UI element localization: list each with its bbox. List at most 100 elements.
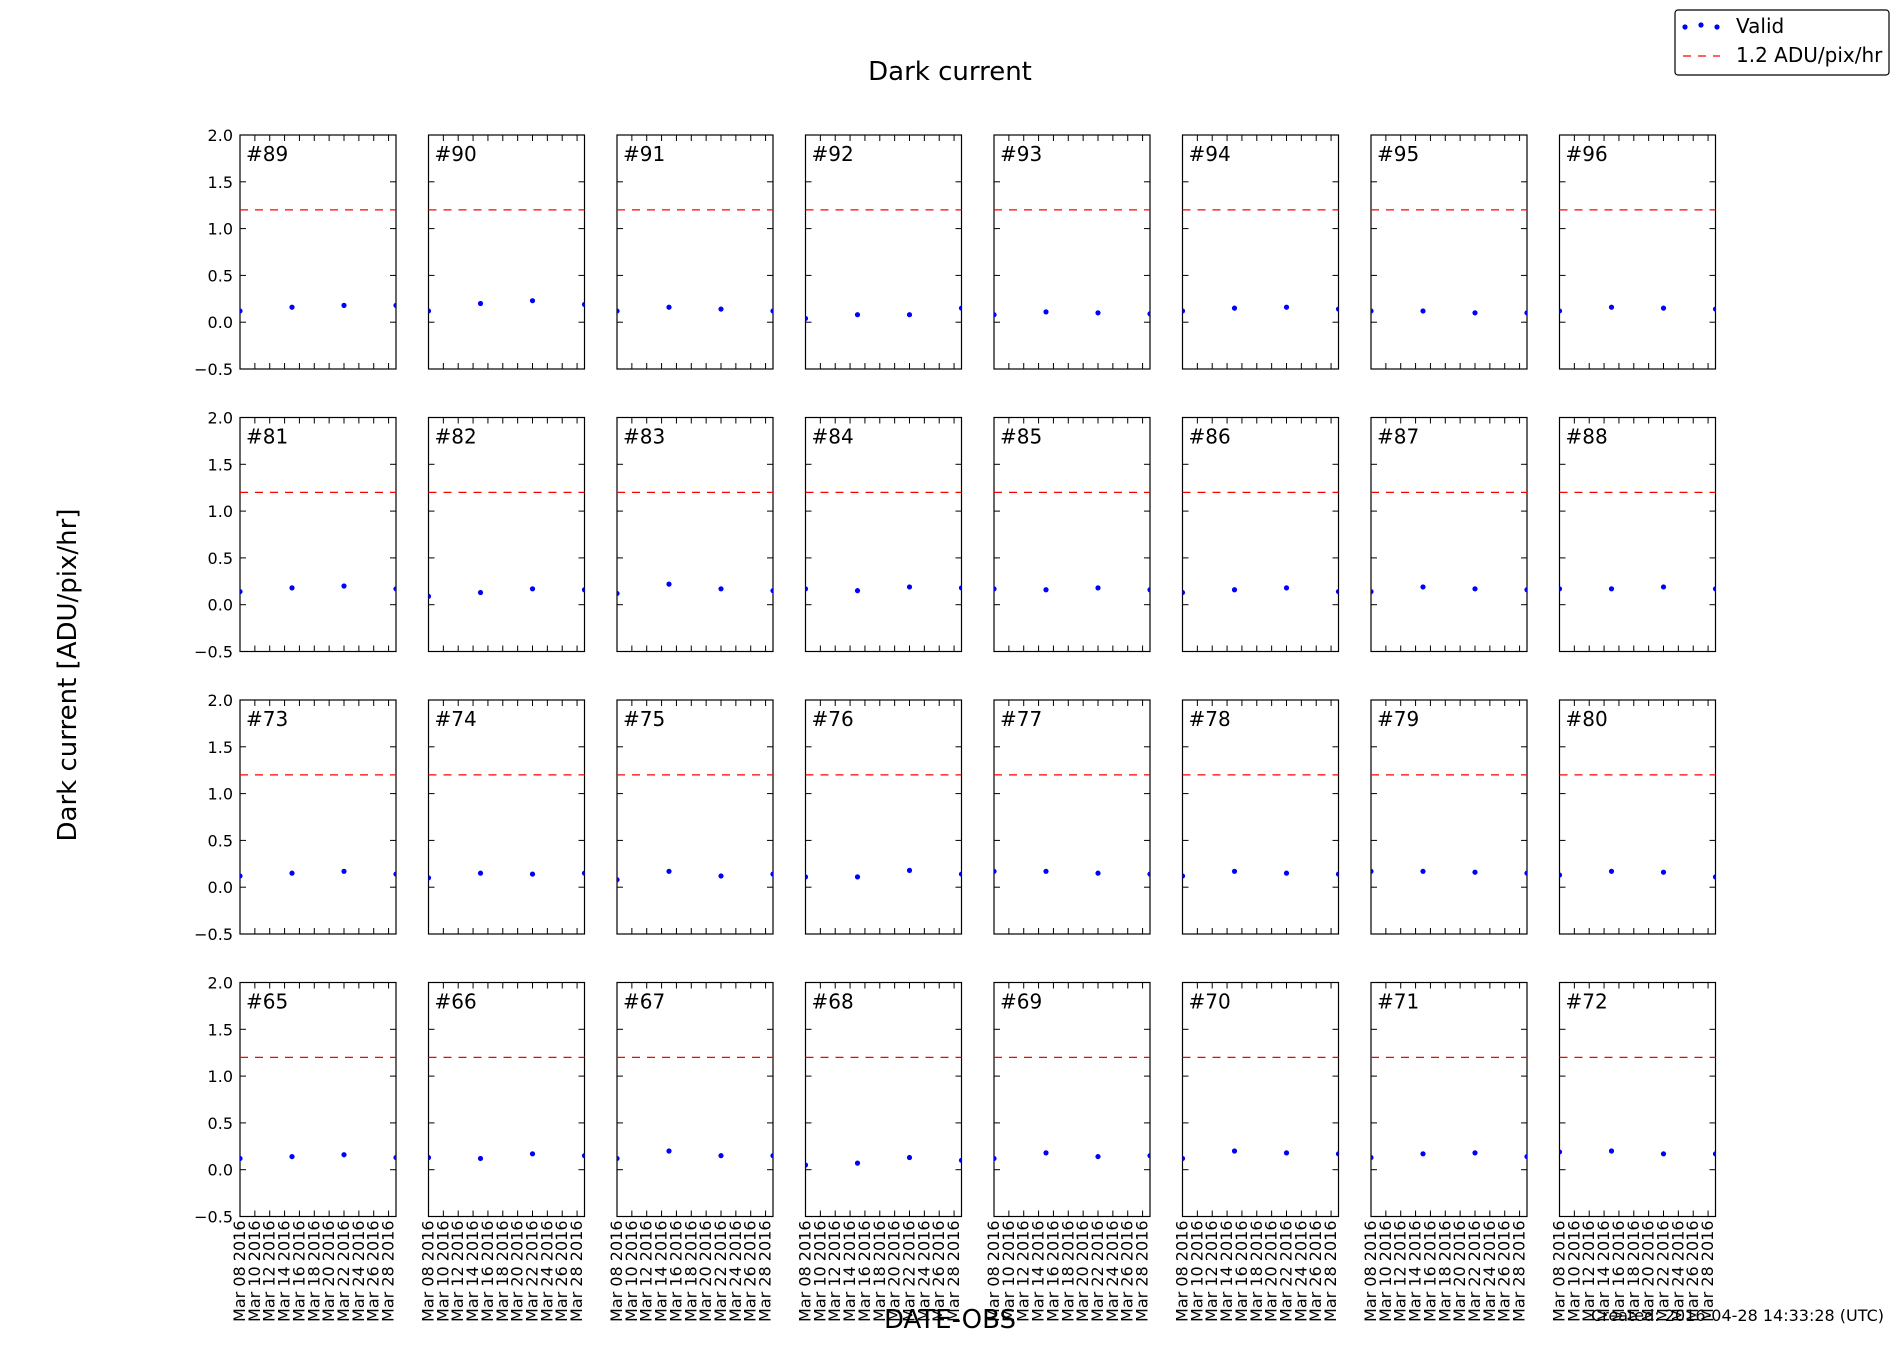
x-tick-label: Mar 24 2016 [1291,1221,1310,1322]
x-tick-label: Mar 10 2016 [245,1221,264,1322]
data-point [1182,589,1186,596]
panel-label: #87 [1377,425,1419,449]
data-point [1147,1153,1150,1159]
panel: #81 2.0 1.5 1.0 0.5 0.0 −0.5 [194,409,397,662]
data-point [1712,586,1716,592]
panel: #93 [993,134,1151,370]
data-point [240,1155,243,1162]
panel-grid: #89 2.0 1.5 1.0 0.5 0.0 −0.5 #90 #91 #92 #93 #94 #95… [194,126,1717,1322]
y-tick-label: 1.0 [208,220,233,239]
y-tick-label: 1.0 [208,1067,233,1086]
data-point [341,868,347,874]
data-point [958,585,962,591]
data-point [1283,870,1290,876]
data-point [529,298,536,304]
data-point [770,871,773,877]
panel-label: #67 [623,990,665,1014]
data-point [718,586,724,592]
x-tick-label: Mar 14 2016 [1406,1221,1425,1322]
y-tick-label: 0.0 [208,313,233,332]
data-point [1371,868,1374,874]
data-points [1182,868,1339,879]
panel-frame [1370,699,1528,935]
x-tick-label: Mar 22 2016 [1465,1221,1484,1322]
data-point [1095,585,1101,591]
data-point [393,302,396,308]
x-tick-label: Mar 28 2016 [379,1221,398,1322]
data-point [1283,1150,1290,1156]
x-tick-label: Mar 16 2016 [1232,1221,1251,1322]
data-point [529,871,536,877]
data-point [581,301,585,308]
panel-frame [1558,134,1717,370]
x-tick-label: Mar 22 2016 [900,1221,919,1322]
data-points [1371,308,1527,316]
panel-label: #69 [1000,990,1042,1014]
panel: #87 [1370,416,1528,653]
data-point [1608,1148,1615,1154]
x-tick-label: Mar 16 2016 [855,1221,874,1322]
data-point [994,1155,997,1162]
panel-frame [239,699,397,935]
x-tick-label: Mar 12 2016 [825,1221,844,1322]
data-point [1559,1149,1563,1155]
x-tick-label: Mar 28 2016 [1321,1221,1340,1322]
x-tick-label: Mar 18 2016 [1247,1221,1266,1322]
chart-title: Dark current [868,57,1032,87]
data-point [289,870,295,876]
panel-label: #77 [1000,707,1042,731]
data-point [1559,872,1563,878]
x-tick-label: Mar 12 2016 [1202,1221,1221,1322]
panel-label: #65 [246,990,288,1014]
x-tick-label: Mar 20 2016 [696,1221,715,1322]
panel-label: #81 [246,425,288,449]
panel-frame [239,134,397,370]
data-point [1712,874,1716,880]
data-point [1420,1151,1426,1157]
data-point [1231,1148,1238,1154]
data-point [1608,586,1615,592]
data-point [1095,310,1101,316]
y-tick-label: 0.5 [208,831,233,850]
panel-frame [1181,981,1340,1218]
x-tick-label: Mar 22 2016 [523,1221,542,1322]
y-tick-label: 1.5 [208,1020,233,1039]
data-point [581,587,585,593]
x-tick-label: Mar 26 2016 [1495,1221,1514,1322]
panel-frame [804,416,963,653]
data-point [341,583,347,589]
panel-label: #75 [623,707,665,731]
data-point [581,870,585,876]
data-point [617,590,620,597]
data-points [994,585,1150,593]
panel: #92 [804,134,963,370]
panel: #80 [1558,699,1717,935]
panel-label: #68 [812,990,854,1014]
legend-threshold-label: 1.2 ADU/pix/hr [1736,43,1883,67]
legend-valid-marker [1682,24,1688,30]
panel-frame [239,416,397,653]
panel: #79 [1370,699,1528,935]
y-tick-label: 2.0 [208,126,233,145]
x-tick-label: Mar 26 2016 [1306,1221,1325,1322]
data-point [1147,311,1150,317]
data-point [1371,308,1374,314]
data-points [994,1150,1150,1162]
x-tick-label: Mar 26 2016 [1683,1221,1702,1322]
panel: #78 [1181,699,1340,935]
x-tick-label: Mar 20 2016 [1073,1221,1092,1322]
panel-frame [1558,699,1717,935]
data-point [393,1154,396,1161]
x-tick-label: Mar 24 2016 [1480,1221,1499,1322]
data-point [854,874,861,880]
y-tick-label: 1.5 [208,738,233,757]
data-point [958,305,962,311]
data-point [1472,586,1478,592]
x-tick-label: Mar 14 2016 [463,1221,482,1322]
panel: #94 [1181,134,1340,370]
x-tick-label: Mar 08 2016 [607,1221,626,1322]
x-tick-label: Mar 08 2016 [419,1221,438,1322]
data-point [428,308,432,314]
